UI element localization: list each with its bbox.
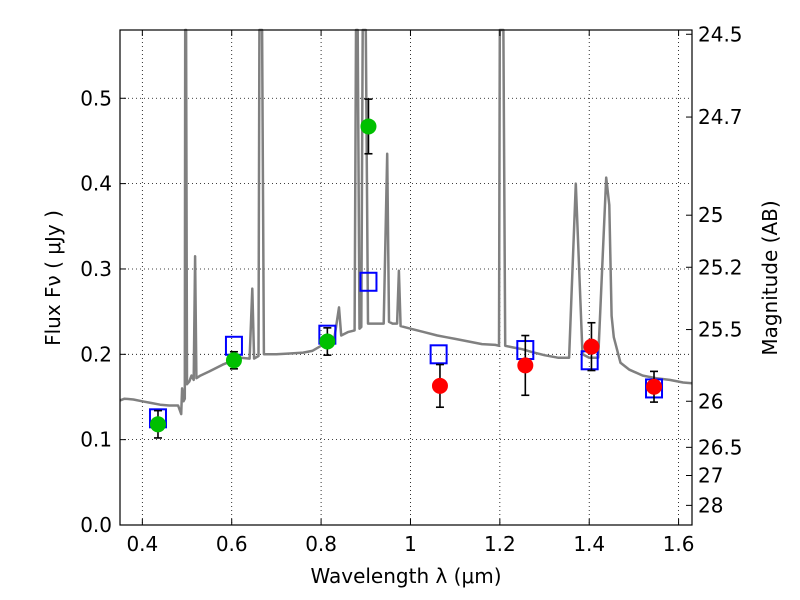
y-tick-label: 0.0 bbox=[80, 513, 112, 537]
x-tick-label: 1.2 bbox=[484, 532, 516, 556]
right-tick-label: 27 bbox=[698, 464, 723, 488]
x-tick-label: 1.4 bbox=[573, 532, 605, 556]
x-tick-label: 0.8 bbox=[305, 532, 337, 556]
red-data-point bbox=[646, 378, 663, 395]
red-data-point bbox=[517, 357, 534, 374]
red-data-point bbox=[431, 377, 448, 394]
y-tick-label: 0.2 bbox=[80, 342, 112, 366]
right-tick-label: 26 bbox=[698, 389, 723, 413]
x-axis-label: Wavelength λ (μm) bbox=[310, 564, 501, 588]
model-photometry-square bbox=[429, 344, 448, 365]
y-axis-label: Flux Fν ( μJy ) bbox=[41, 210, 65, 346]
right-tick-label: 25 bbox=[698, 203, 723, 227]
right-tick-label: 25.5 bbox=[698, 318, 743, 342]
green-data-point bbox=[360, 118, 377, 135]
green-data-point bbox=[149, 416, 166, 433]
y-tick-label: 0.5 bbox=[80, 86, 112, 110]
model-photometry-square bbox=[359, 271, 378, 292]
y-tick-label: 0.4 bbox=[80, 172, 112, 196]
x-tick-label: 0.4 bbox=[126, 532, 158, 556]
right-tick-label: 28 bbox=[698, 493, 723, 517]
y-tick-label: 0.1 bbox=[80, 428, 112, 452]
right-tick-label: 26.5 bbox=[698, 435, 743, 459]
right-tick-label: 25.2 bbox=[698, 255, 743, 279]
right-tick-label: 24.7 bbox=[698, 105, 743, 129]
plot-frame bbox=[119, 29, 693, 526]
green-data-point bbox=[319, 333, 336, 350]
marker-layer bbox=[148, 98, 664, 439]
right-tick-label: 24.5 bbox=[698, 22, 743, 46]
model-spectrum-line bbox=[119, 28, 693, 416]
x-tick-label: 1.6 bbox=[663, 532, 695, 556]
right-axis-label: Magnitude (AB) bbox=[758, 200, 782, 355]
red-data-point bbox=[583, 338, 600, 355]
tick-layer: 0.4 0.6 0.8 1 1.2 1.4 1.6 0.0 0.1 0.2 0.3 0.4 0.5 24.… bbox=[80, 22, 742, 556]
x-tick-label: 1 bbox=[404, 532, 417, 556]
green-data-point bbox=[225, 352, 242, 369]
x-tick-label: 0.6 bbox=[216, 532, 248, 556]
y-tick-label: 0.3 bbox=[80, 257, 112, 281]
spectrum-layer bbox=[119, 28, 693, 416]
